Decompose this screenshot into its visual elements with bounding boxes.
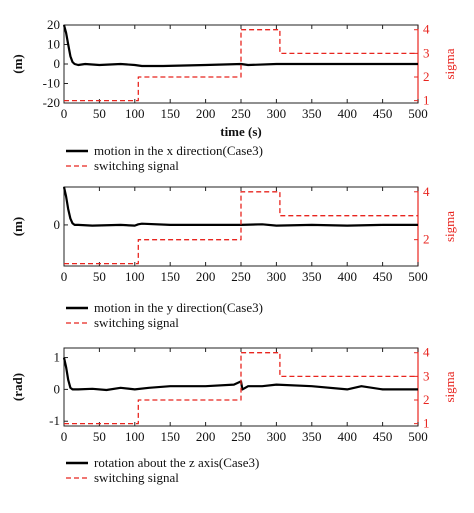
x-tick-label: 500	[408, 269, 428, 284]
legend-label: switching signal	[94, 470, 179, 485]
y-tick-label: 1	[54, 350, 61, 365]
legend-label: rotation about the z axis(Case3)	[94, 455, 259, 470]
x-tick-label: 150	[160, 429, 180, 444]
y2-axis-label: sigma	[442, 371, 457, 402]
x-tick-label: 50	[93, 429, 106, 444]
x-axis-label: time (s)	[220, 124, 262, 139]
x-tick-label: 250	[231, 106, 251, 121]
x-tick-label: 0	[61, 269, 68, 284]
x-tick-label: 200	[196, 429, 216, 444]
y-tick-label: 20	[47, 17, 60, 32]
x-tick-label: 100	[125, 429, 145, 444]
x-tick-label: 250	[231, 429, 251, 444]
y-axis-label: (rad)	[10, 373, 25, 401]
legend-label: switching signal	[94, 315, 179, 330]
y2-tick-label: 4	[423, 184, 430, 199]
legend-label: motion in the y direction(Case3)	[94, 300, 263, 315]
x-tick-label: 350	[302, 269, 322, 284]
y2-axis-label: sigma	[442, 211, 457, 242]
x-tick-label: 150	[160, 106, 180, 121]
x-tick-label: 500	[408, 429, 428, 444]
y2-tick-label: 1	[423, 93, 430, 108]
x-tick-label: 100	[125, 269, 145, 284]
y2-tick-label: 1	[423, 416, 430, 431]
y2-tick-label: 2	[423, 392, 430, 407]
y-tick-label: -10	[43, 76, 60, 91]
motion-series-line	[62, 24, 418, 68]
x-tick-label: 500	[408, 106, 428, 121]
switching-signal-line	[64, 29, 418, 102]
y-axis-label: (m)	[10, 54, 25, 74]
chart-2: 0 50 100 150 200 250 300 350 400 450 500 0 2 4 (m) sigm…	[10, 184, 457, 330]
legend-label: switching signal	[94, 158, 179, 173]
y-tick-label: 10	[47, 37, 60, 52]
y-tick-label: -20	[43, 95, 60, 110]
y2-tick-label: 4	[423, 22, 430, 37]
x-tick-label: 300	[267, 106, 287, 121]
y-tick-label: 0	[54, 217, 61, 232]
y-tick-label: 0	[54, 381, 61, 396]
y2-tick-label: 2	[423, 69, 430, 84]
x-tick-label: 50	[93, 269, 106, 284]
x-tick-label: 300	[267, 429, 287, 444]
x-tick-label: 200	[196, 106, 216, 121]
x-tick-label: 100	[125, 106, 145, 121]
switching-signal-line	[64, 352, 418, 425]
chart-3: 0 50 100 150 200 250 300 350 400 450 500-1011234(r…	[10, 345, 457, 485]
y2-axis-label: sigma	[442, 48, 457, 79]
x-tick-label: 150	[160, 269, 180, 284]
legend-label: motion in the x direction(Case3)	[94, 143, 263, 158]
x-tick-label: 300	[267, 269, 287, 284]
y-tick-label: 0	[54, 56, 61, 71]
x-tick-label: 350	[302, 429, 322, 444]
x-tick-label: 400	[337, 106, 357, 121]
x-tick-label: 450	[373, 269, 393, 284]
switching-signal-line	[64, 191, 418, 265]
x-tick-label: 0	[61, 429, 68, 444]
x-tick-label: 200	[196, 269, 216, 284]
x-tick-label: 450	[373, 106, 393, 121]
y2-tick-label: 3	[423, 368, 430, 383]
y-axis-label: (m)	[10, 217, 25, 237]
motion-series-line	[62, 186, 418, 227]
chart-1: 0 50 100 150 200 250 300 350 400 450 500-20-100102…	[10, 17, 457, 173]
x-tick-label: 350	[302, 106, 322, 121]
x-tick-label: 400	[337, 429, 357, 444]
y2-tick-label: 3	[423, 45, 430, 60]
y2-tick-label: 4	[423, 345, 430, 360]
x-tick-label: 50	[93, 106, 106, 121]
motion-series-line	[62, 357, 418, 392]
x-tick-label: 0	[61, 106, 68, 121]
x-tick-label: 450	[373, 429, 393, 444]
y2-tick-label: 2	[423, 232, 430, 247]
x-tick-label: 400	[337, 269, 357, 284]
y-tick-label: -1	[49, 413, 60, 428]
x-tick-label: 250	[231, 269, 251, 284]
